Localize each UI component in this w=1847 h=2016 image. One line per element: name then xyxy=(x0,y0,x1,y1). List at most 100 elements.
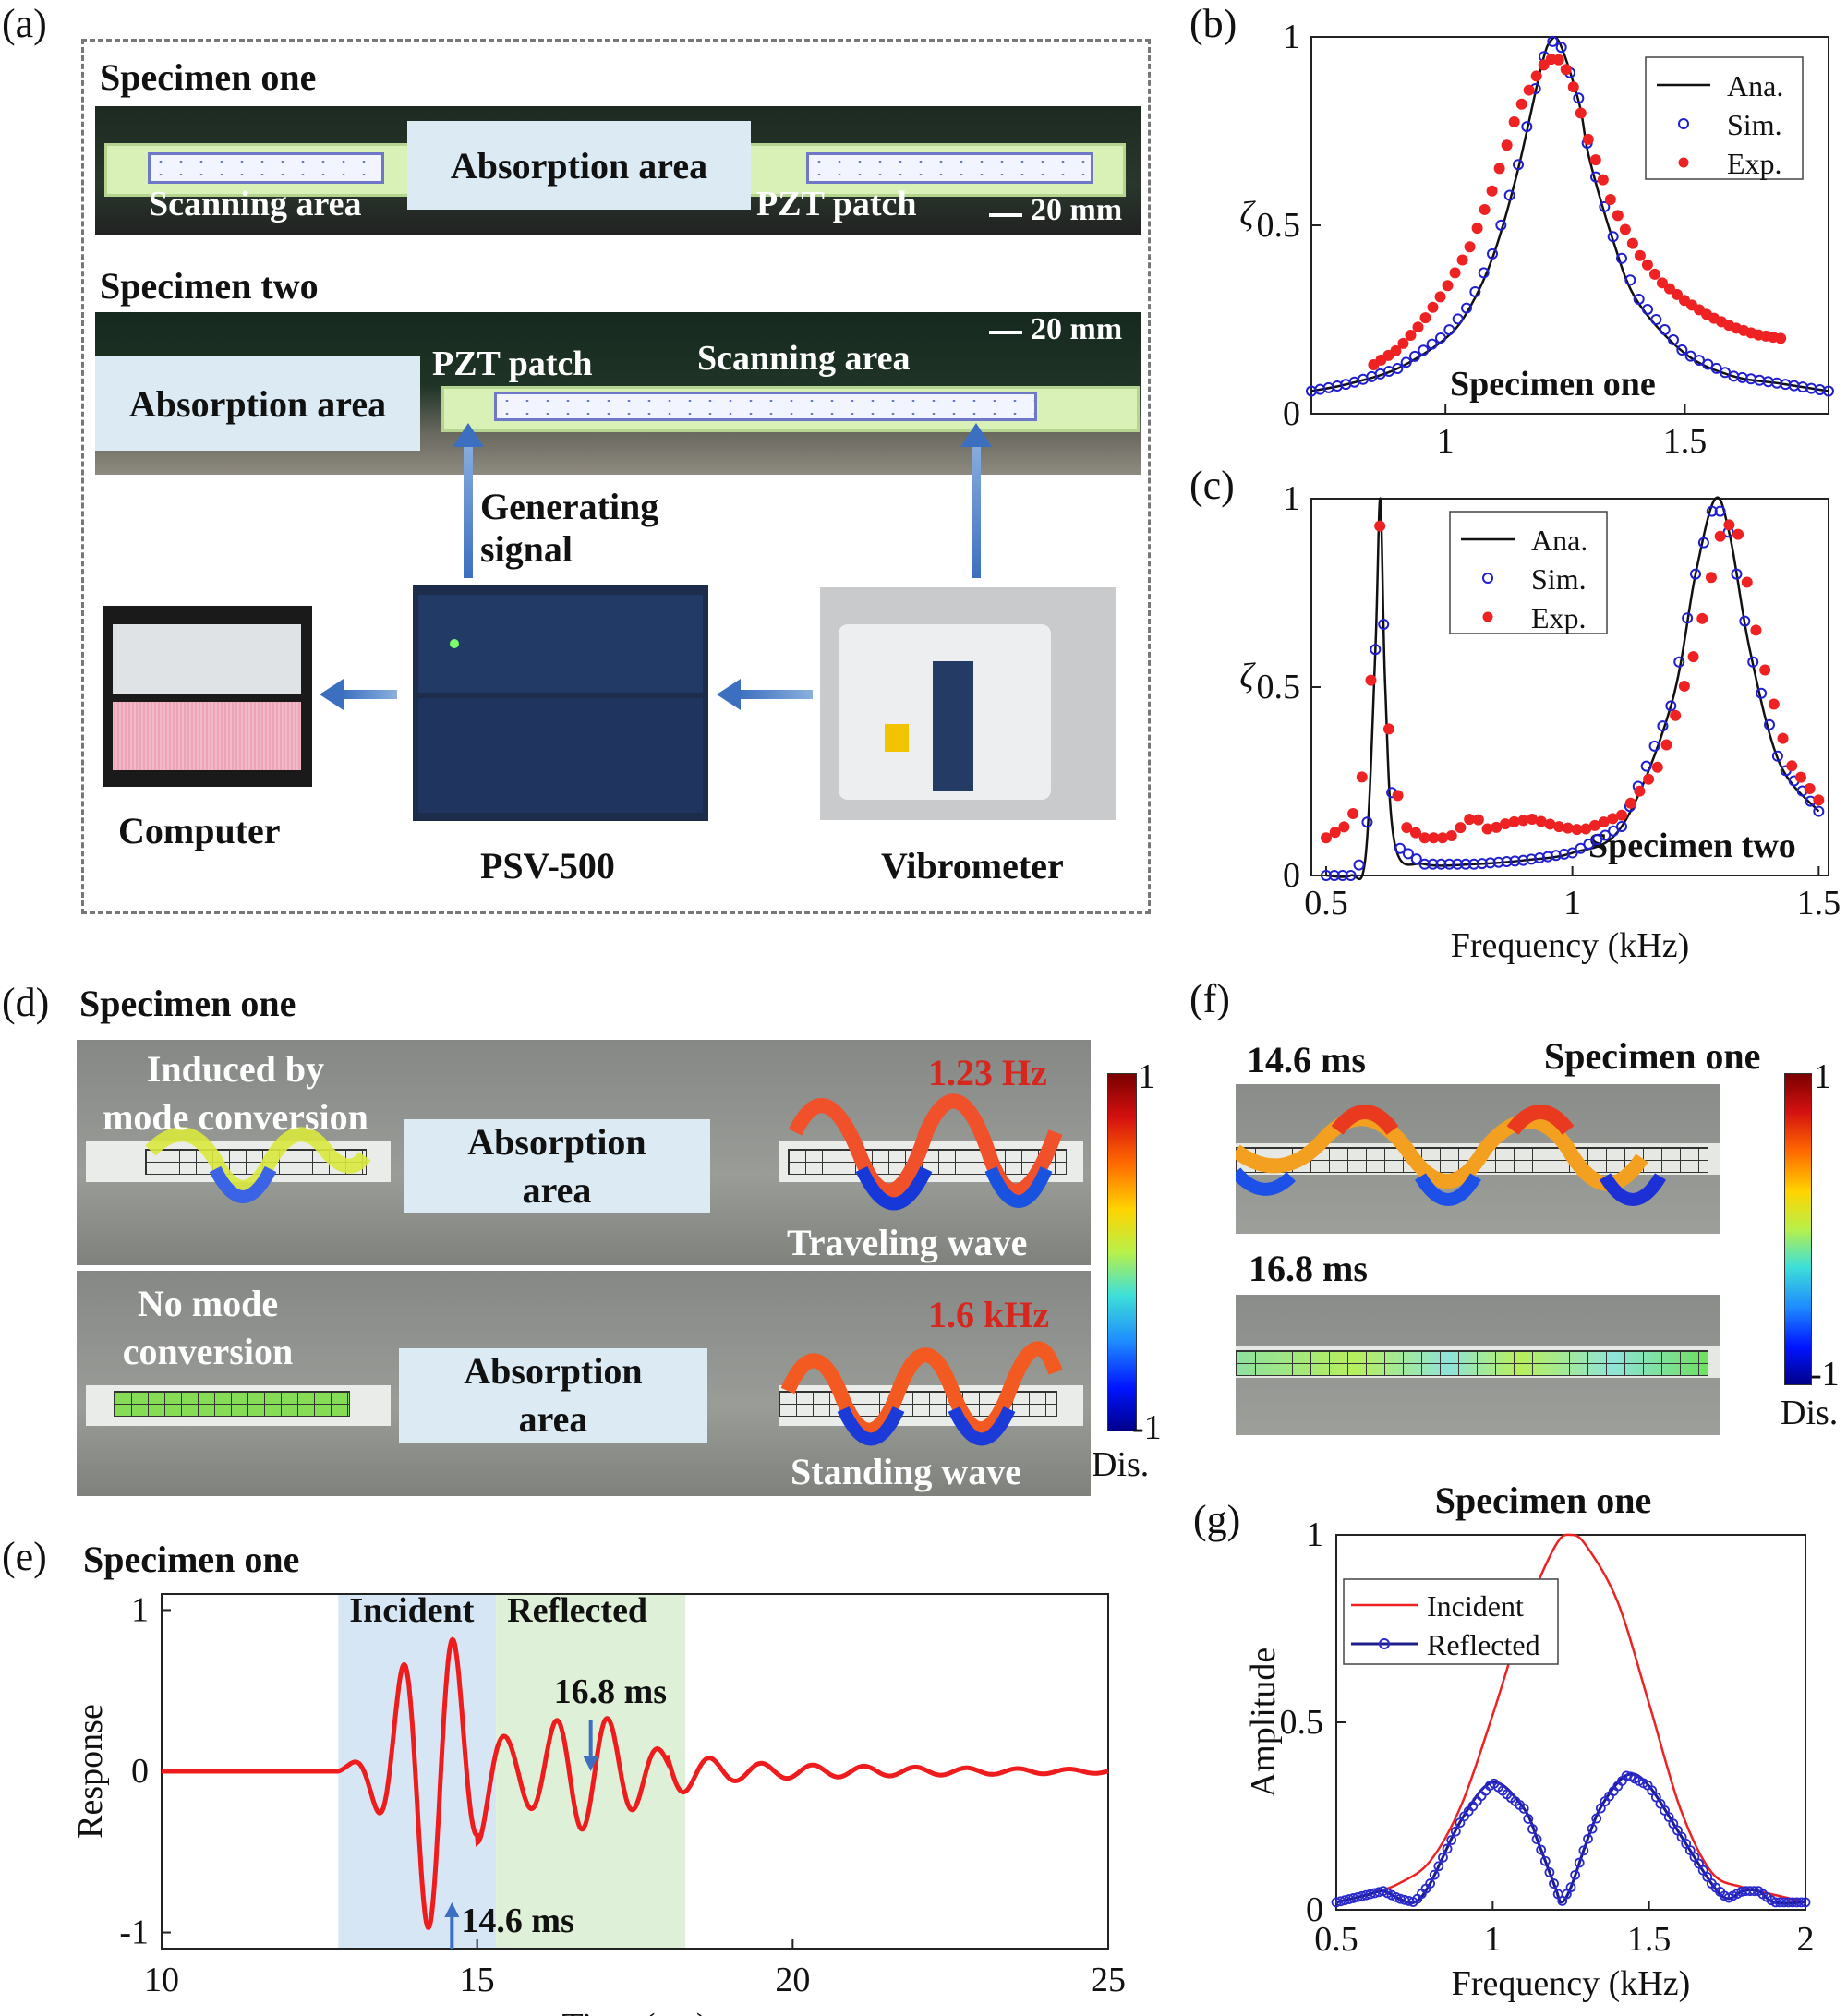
series-exp-point xyxy=(1464,241,1476,253)
legend-sim-swatch xyxy=(1678,118,1689,129)
series-exp-point xyxy=(1560,64,1572,76)
to-psv-arrow xyxy=(739,690,813,699)
series-exp-point xyxy=(1365,674,1377,686)
series-sim-point xyxy=(1469,285,1481,297)
series-exp-point xyxy=(1321,832,1332,844)
x-tick-label: 2 xyxy=(1797,1920,1815,1959)
series-incident-line xyxy=(1335,1533,1806,1904)
legend-sim-swatch xyxy=(1482,573,1493,584)
traveling-wave-shape xyxy=(145,1093,1063,1211)
panel-g-label: (g) xyxy=(1193,1497,1241,1542)
series-sim-point xyxy=(1501,856,1513,868)
series-exp-point xyxy=(1687,651,1699,663)
series-sim-point xyxy=(1771,750,1783,762)
series-reflected-point xyxy=(1438,1852,1448,1863)
series-exp-point xyxy=(1499,818,1511,830)
series-sim-point xyxy=(1573,92,1585,104)
series-reflected-point xyxy=(1523,1814,1534,1824)
colorbar-min: -1 xyxy=(1810,1355,1840,1394)
x-tick-label: 0.5 xyxy=(1314,1920,1358,1959)
series-exp-point xyxy=(1552,54,1564,66)
series-sim-point xyxy=(1435,858,1447,870)
series-exp-point xyxy=(1382,723,1394,735)
colorbar-min: -1 xyxy=(1132,1408,1162,1447)
x-tick-label: 0.5 xyxy=(1304,884,1348,923)
y-tick-label: -1 xyxy=(119,1913,149,1952)
series-exp-point xyxy=(1449,267,1461,279)
series-reflected-point xyxy=(1549,1878,1559,1889)
scale-bar-line xyxy=(989,213,1022,217)
series-sim-point xyxy=(1461,302,1472,314)
series-exp-point xyxy=(1651,761,1663,773)
series-exp-point xyxy=(1397,337,1409,349)
chart-title: Specimen one xyxy=(1435,1479,1651,1521)
series-exp-point xyxy=(1794,771,1806,783)
series-exp-point xyxy=(1777,732,1789,744)
chart-e: Specimen one Incident Reflected 10 15 20 25 -1 0… xyxy=(71,1539,1126,2016)
panel-f-title: Specimen one xyxy=(1544,1035,1761,1077)
series-reflected-point xyxy=(1578,1845,1589,1856)
series-exp-point xyxy=(1562,822,1574,834)
scale-bar-label: 20 mm xyxy=(1031,193,1123,227)
annotation-arrow-head xyxy=(444,1902,460,1917)
legend-entry: Ana. xyxy=(1727,69,1783,103)
series-exp-point xyxy=(1553,821,1565,833)
legend-reflected-marker xyxy=(1379,1638,1390,1649)
series-exp-point xyxy=(1419,312,1431,324)
vibrometer-image xyxy=(820,587,1116,820)
legend-box xyxy=(1343,1578,1559,1665)
chart-annotation: Specimen two xyxy=(1588,827,1796,865)
x-axis-label: Frequency (kHz) xyxy=(1451,926,1690,965)
series-sim-point xyxy=(1513,159,1524,171)
series-sim-point xyxy=(1378,619,1390,630)
time-label-14: 14.6 ms xyxy=(1247,1039,1366,1080)
series-exp-point xyxy=(1768,698,1780,710)
top-frequency-label: 1.23 Hz xyxy=(928,1052,1047,1093)
series-sim-point xyxy=(1460,858,1472,870)
series-sim-point xyxy=(1684,350,1696,362)
panel-a-frame xyxy=(81,39,1151,914)
generating-signal-arrow xyxy=(464,440,473,578)
series-sim-point xyxy=(1624,274,1636,286)
traveling-wave-label: Traveling wave xyxy=(787,1222,1028,1263)
series-sim-point xyxy=(1452,858,1464,870)
series-sim-point xyxy=(1321,870,1332,881)
y-tick-label: 1 xyxy=(131,1590,149,1629)
legend-entry: Incident xyxy=(1427,1589,1524,1623)
series-exp-point xyxy=(1508,815,1520,827)
series-reflected-point xyxy=(1531,1834,1542,1844)
scanning-grid xyxy=(806,152,1093,184)
series-reflected-point xyxy=(1433,1861,1444,1872)
panel-f-label: (f) xyxy=(1189,976,1230,1021)
series-sim-point xyxy=(1714,505,1726,517)
y-tick-label: 0.5 xyxy=(1257,668,1301,706)
series-reflected-point xyxy=(1621,1770,1632,1781)
standing-wave-shape xyxy=(780,1341,1063,1446)
legend-entry: Ana. xyxy=(1531,524,1587,557)
y-axis-label: Amplitude xyxy=(1244,1648,1283,1798)
x-tick-label: 25 xyxy=(1091,1961,1126,1999)
series-exp-point xyxy=(1643,773,1655,785)
series-exp-point xyxy=(1437,832,1449,844)
top-left-annotation: Induced by mode conversion xyxy=(103,1048,368,1138)
series-reflected-point xyxy=(1561,1889,1572,1900)
x-tick-label: 1 xyxy=(1563,884,1581,923)
series-sim-point xyxy=(1484,857,1496,869)
series-exp-point xyxy=(1538,59,1550,71)
series-exp-point xyxy=(1604,194,1616,206)
series-reflected-point xyxy=(1429,1869,1440,1880)
series-exp-point xyxy=(1390,344,1402,356)
series-sim-point xyxy=(1668,334,1679,346)
series-sim-point xyxy=(1600,829,1612,841)
legend-exp-swatch xyxy=(1482,611,1493,622)
y-tick-label: 0 xyxy=(1283,856,1300,895)
series-sim-point xyxy=(1608,825,1620,837)
series-exp-point xyxy=(1786,760,1798,772)
series-reflected-point xyxy=(1557,1896,1568,1906)
series-sim-point xyxy=(1813,805,1825,817)
colorbar-unit: Dis. xyxy=(1092,1445,1150,1484)
series-sim-point xyxy=(1706,505,1718,517)
series-exp-point xyxy=(1714,530,1726,542)
series-sim-point xyxy=(1476,858,1488,870)
scanning-area-label: Scanning area xyxy=(697,339,911,378)
